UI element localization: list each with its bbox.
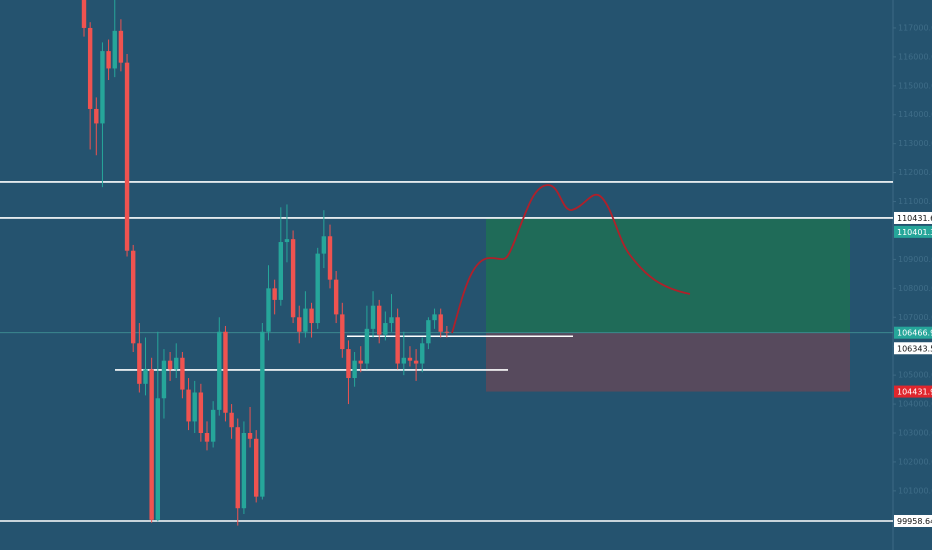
candle-body	[407, 357, 413, 361]
candle-body	[118, 30, 124, 63]
price-tag	[894, 326, 932, 339]
y-tick-label: 109000.00	[898, 255, 932, 264]
candle-body	[229, 412, 234, 428]
candle-body	[167, 360, 173, 370]
y-tick-label: 104000.00	[898, 400, 932, 409]
candle-body	[438, 314, 443, 332]
candle-body	[389, 317, 394, 324]
candle-body	[180, 357, 185, 390]
price-tag-label: 110401.37	[897, 228, 932, 237]
candle-body	[444, 331, 450, 333]
candle-body	[94, 108, 99, 124]
candle-body	[321, 236, 327, 254]
y-tick-label: 102000.00	[898, 457, 932, 466]
candle-body	[161, 360, 167, 399]
candle-body	[112, 30, 117, 69]
y-tick-label: 108000.00	[898, 284, 932, 293]
candle-body	[426, 320, 431, 344]
y-tick-label: 107000.00	[898, 313, 932, 322]
candle-body	[223, 331, 228, 413]
candle-body	[100, 51, 105, 124]
candle-body	[247, 432, 253, 439]
price-tag-label: 110431.64	[897, 214, 932, 223]
candle-body	[303, 308, 308, 332]
candle-body	[370, 305, 376, 329]
candle-body	[143, 369, 148, 384]
candle-body	[413, 360, 419, 364]
y-tick-label: 101000.00	[898, 486, 932, 495]
candle-body	[297, 317, 302, 332]
candle-body	[278, 242, 283, 300]
y-tick-label: 105000.00	[898, 371, 932, 380]
y-tick-label: 115000.00	[898, 81, 932, 90]
candle-body	[106, 51, 111, 69]
candle-body	[340, 314, 345, 350]
candle-body	[241, 432, 247, 509]
candle-body	[155, 398, 160, 520]
candle-body	[217, 331, 222, 410]
price-tag-label: 104431.96	[897, 388, 932, 397]
y-tick-label: 116000.00	[898, 52, 932, 61]
candle-body	[254, 438, 259, 497]
candle-body	[266, 288, 271, 332]
candle-body	[401, 357, 406, 364]
price-tag-label: 106466.96	[897, 329, 932, 338]
y-tick-label: 114000.00	[898, 110, 932, 119]
candle-body	[395, 317, 400, 364]
y-tick-label: 111000.00	[898, 197, 932, 206]
y-tick-label: 103000.00	[898, 428, 932, 437]
price-tag-label: 99958.64	[897, 517, 932, 526]
candle-body	[235, 427, 240, 509]
candle-body	[284, 239, 290, 243]
candle-body	[210, 409, 216, 442]
price-tag-label: 106343.56	[897, 344, 932, 353]
price-tag	[894, 385, 932, 398]
y-tick-label: 112000.00	[898, 168, 932, 177]
candle-body	[137, 343, 142, 384]
price-tag	[894, 225, 932, 238]
candle-body	[309, 308, 314, 324]
candle-body	[327, 236, 333, 280]
candle-body	[192, 392, 197, 422]
candle-body	[352, 360, 357, 379]
profit-zone	[486, 218, 850, 333]
candle-body	[87, 27, 93, 109]
y-tick-label: 117000.00	[898, 23, 932, 32]
candle-body	[358, 360, 363, 364]
candle-body	[290, 239, 296, 318]
candle-body	[432, 314, 437, 321]
candle-body	[174, 357, 179, 370]
candle-body	[124, 62, 130, 251]
candle-body	[315, 253, 320, 324]
candle-body	[383, 323, 388, 335]
loss-zone	[486, 332, 850, 392]
forecast-drawing	[451, 184, 691, 334]
candle-body	[333, 279, 339, 315]
price-tag	[894, 211, 932, 224]
candle-body	[198, 392, 204, 433]
candle-body	[346, 349, 351, 379]
candle-body	[260, 331, 265, 497]
candle-body	[149, 369, 154, 520]
y-tick-label: 113000.00	[898, 139, 932, 148]
candle-body	[186, 389, 191, 422]
candle-body	[272, 288, 277, 300]
candle-body	[204, 432, 210, 442]
candle-body	[131, 250, 136, 344]
candle-body	[81, 0, 87, 28]
candle-body	[377, 305, 382, 335]
price-tag	[894, 514, 932, 527]
price-tag	[894, 342, 932, 355]
candle-body	[364, 328, 370, 364]
candle-body	[420, 343, 425, 364]
